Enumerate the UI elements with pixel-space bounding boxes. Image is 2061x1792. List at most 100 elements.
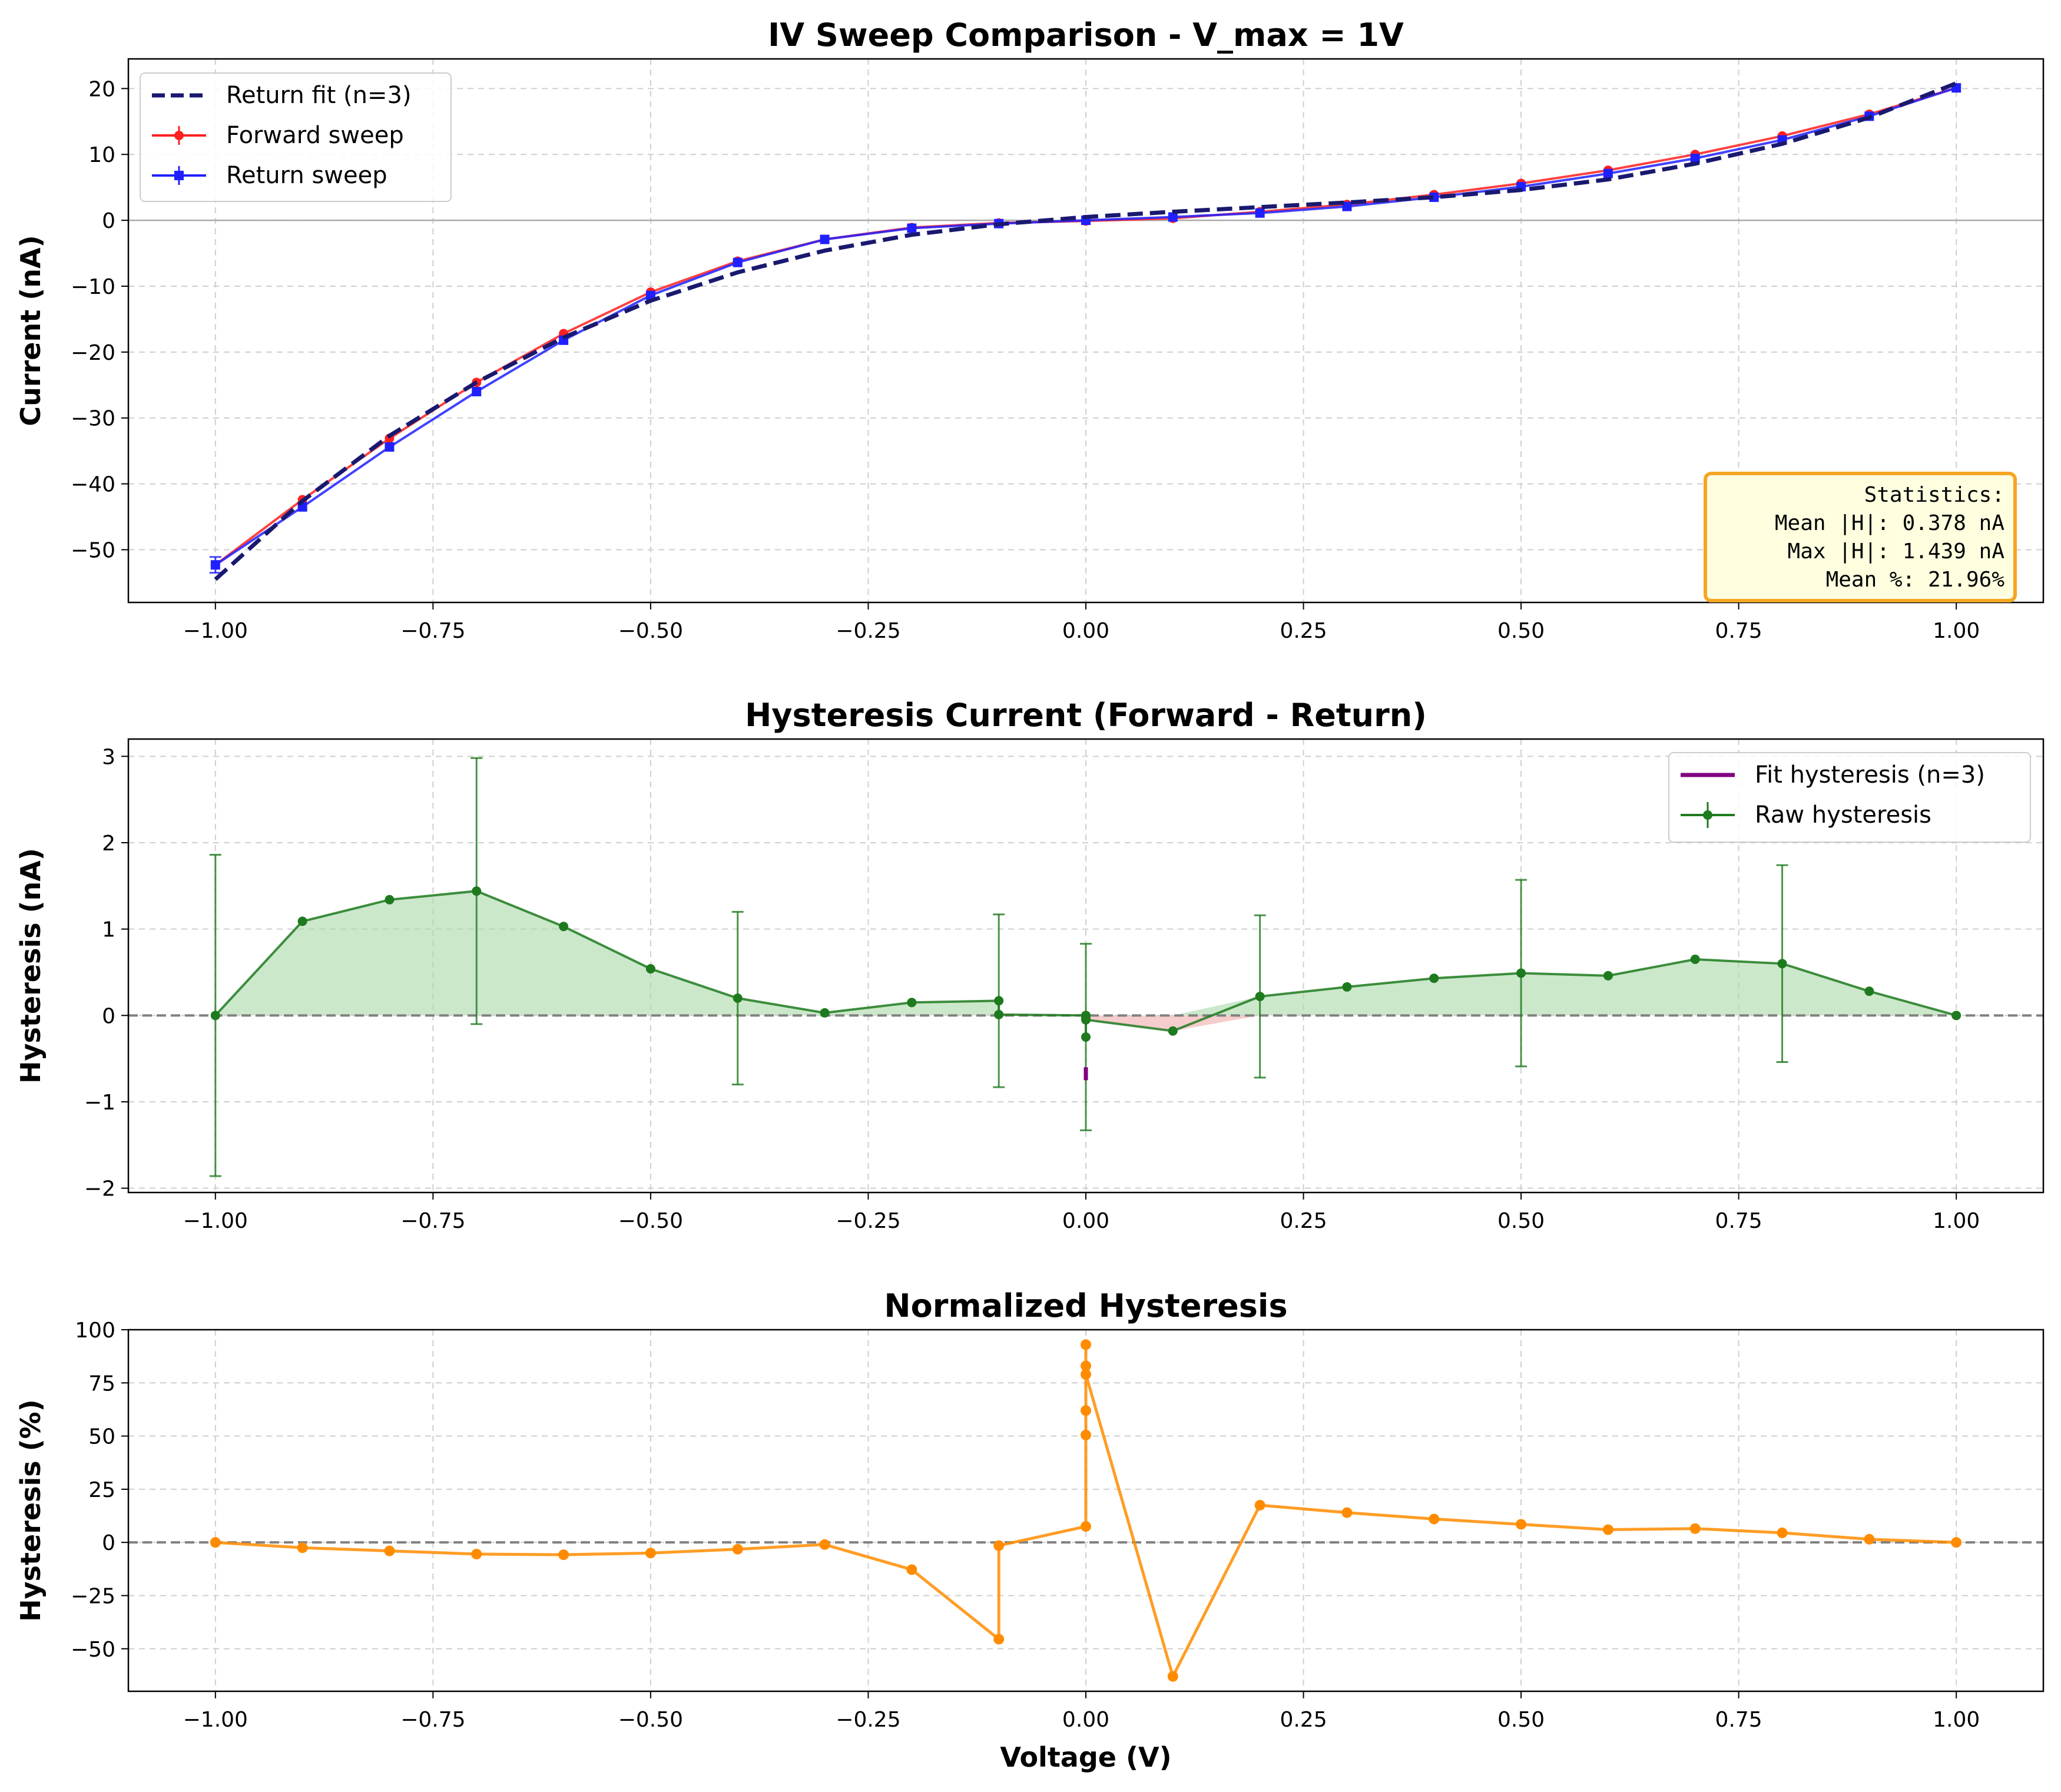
y-axis-label: Hysteresis (%) (15, 1399, 47, 1622)
y-tick-label: −1 (84, 1091, 115, 1115)
return-sweep-point (1690, 153, 1700, 163)
chart-title: Hysteresis Current (Forward - Return) (745, 697, 1427, 734)
y-tick-label: 20 (88, 77, 115, 101)
normalized-hysteresis-point (297, 1542, 308, 1553)
x-tick-label: −0.25 (836, 1209, 900, 1233)
raw-hysteresis-point (210, 1011, 220, 1021)
legend-box (1668, 752, 2031, 843)
legend: Fit hysteresis (n=3) Raw hysteresis (1668, 752, 2031, 843)
x-tick-label: −0.75 (400, 1708, 465, 1732)
y-tick-label: 10 (88, 143, 115, 167)
normalized-hysteresis-point (1951, 1537, 1962, 1548)
return-sweep-point (472, 386, 482, 396)
y-tick-label: −40 (71, 473, 115, 497)
raw-hysteresis-point (994, 996, 1004, 1006)
raw-hysteresis-point (907, 998, 917, 1008)
normalized-hysteresis-point (558, 1549, 569, 1561)
raw-hysteresis-point (385, 895, 395, 905)
statistics-line: Mean |H|: 0.378 nA (1775, 511, 2004, 535)
chart-title: Normalized Hysteresis (884, 1287, 1287, 1324)
x-tick-label: −1.00 (183, 1708, 248, 1732)
normalized-hysteresis-point (906, 1564, 917, 1575)
raw-hysteresis-point (472, 886, 482, 896)
y-tick-label: 75 (88, 1372, 115, 1396)
y-tick-label: −20 (71, 341, 115, 365)
normalized-hysteresis-point (1777, 1527, 1788, 1538)
chart-title: IV Sweep Comparison - V_max = 1V (768, 16, 1404, 54)
legend-label-return: Return sweep (226, 162, 387, 189)
normalized-hysteresis-point (1081, 1339, 1091, 1350)
y-tick-label: 0 (102, 1531, 115, 1555)
raw-hysteresis-point (733, 993, 743, 1003)
x-tick-label: 0.25 (1280, 619, 1327, 643)
normalized-hysteresis-point (1689, 1523, 1701, 1534)
x-tick-label: 0.75 (1715, 619, 1762, 643)
y-axis-label: Hysteresis (nA) (15, 848, 47, 1084)
normalized-hysteresis-point (1516, 1519, 1527, 1530)
legend-label-raw-hysteresis: Raw hysteresis (1755, 801, 1931, 829)
x-tick-label: 0.00 (1062, 1708, 1109, 1732)
normalized-hysteresis-point (1081, 1360, 1091, 1372)
x-tick-label: 0.50 (1497, 1708, 1545, 1732)
panel-2: −1.00 −0.75 −0.50 −0.25 0.00 0.25 0.50 0.75 1.00… (15, 697, 2045, 1233)
normalized-hysteresis-point (993, 1634, 1005, 1645)
y-tick-label: 3 (102, 745, 115, 769)
raw-hysteresis-point (994, 1009, 1004, 1019)
normalized-hysteresis-point (1081, 1429, 1091, 1440)
x-tick-label: −0.50 (618, 1209, 683, 1233)
normalized-hysteresis-point (1602, 1524, 1613, 1535)
y-tick-label: −25 (71, 1584, 115, 1608)
return-sweep-point (1429, 192, 1439, 202)
y-tick-label: 100 (75, 1319, 115, 1343)
return-sweep-point (820, 234, 830, 244)
y-axis-label: Current (nA) (15, 235, 47, 426)
statistics-box-frame (1704, 472, 2017, 602)
y-tick-label: 0 (102, 1004, 115, 1028)
raw-hysteresis-point (1864, 986, 1874, 996)
normalized-hysteresis-point (1081, 1521, 1091, 1532)
y-tick-label: −2 (84, 1177, 115, 1201)
return-sweep-point (385, 442, 395, 452)
x-tick-label: −0.75 (400, 1209, 465, 1233)
return-sweep-point (1342, 201, 1352, 211)
statistics-line: Max |H|: 1.439 nA (1788, 539, 2005, 564)
statistics-box: Statistics: Mean |H|: 0.378 nA Max |H|: 1.… (1704, 472, 2017, 602)
normalized-hysteresis-point (1429, 1513, 1440, 1525)
x-tick-label: −1.00 (183, 1209, 248, 1233)
x-tick-label: 1.00 (1933, 1209, 1980, 1233)
legend-box (140, 72, 452, 202)
normalized-hysteresis-point (993, 1540, 1005, 1551)
x-tick-label: 0.50 (1497, 619, 1545, 643)
y-tick-label: −10 (71, 275, 115, 299)
raw-hysteresis-point (1255, 992, 1265, 1002)
legend-label-fit: Return fit (n=3) (226, 82, 412, 109)
legend-marker-forward (174, 131, 184, 140)
plot-frame (127, 58, 2045, 604)
legend-label-forward: Forward sweep (226, 122, 404, 149)
raw-hysteresis-point (1690, 955, 1700, 964)
x-tick-label: −0.50 (618, 1708, 683, 1732)
normalized-hysteresis-point (819, 1539, 830, 1550)
x-tick-label: 0.25 (1280, 1209, 1327, 1233)
panel-1: −1.00 −0.75 −0.50 −0.25 0.00 0.25 0.50 0.75 1.00… (15, 16, 2045, 643)
normalized-hysteresis-point (384, 1545, 395, 1556)
x-tick-label: −0.50 (618, 619, 683, 643)
y-tick-label: 25 (88, 1478, 115, 1502)
return-sweep-point (1603, 168, 1613, 178)
y-tick-label: −30 (71, 407, 115, 431)
raw-hysteresis-point (297, 916, 307, 926)
x-axis-label: Voltage (V) (1000, 1741, 1171, 1773)
legend-marker-return (174, 171, 184, 180)
normalized-hysteresis-point (1081, 1369, 1091, 1380)
statistics-title: Statistics: (1864, 483, 2004, 507)
x-tick-label: 0.75 (1715, 1708, 1762, 1732)
legend: Return fit (n=3) Forward sweep Return swee… (140, 72, 452, 202)
raw-hysteresis-point (1516, 968, 1526, 978)
x-tick-label: −0.75 (400, 619, 465, 643)
x-tick-label: 0.00 (1062, 619, 1109, 643)
raw-hysteresis-point (1603, 970, 1613, 981)
x-tick-label: −1.00 (183, 619, 248, 643)
plot-frame (127, 1329, 2045, 1692)
raw-hysteresis-point (1081, 1032, 1091, 1042)
raw-hysteresis-point (1342, 982, 1352, 992)
